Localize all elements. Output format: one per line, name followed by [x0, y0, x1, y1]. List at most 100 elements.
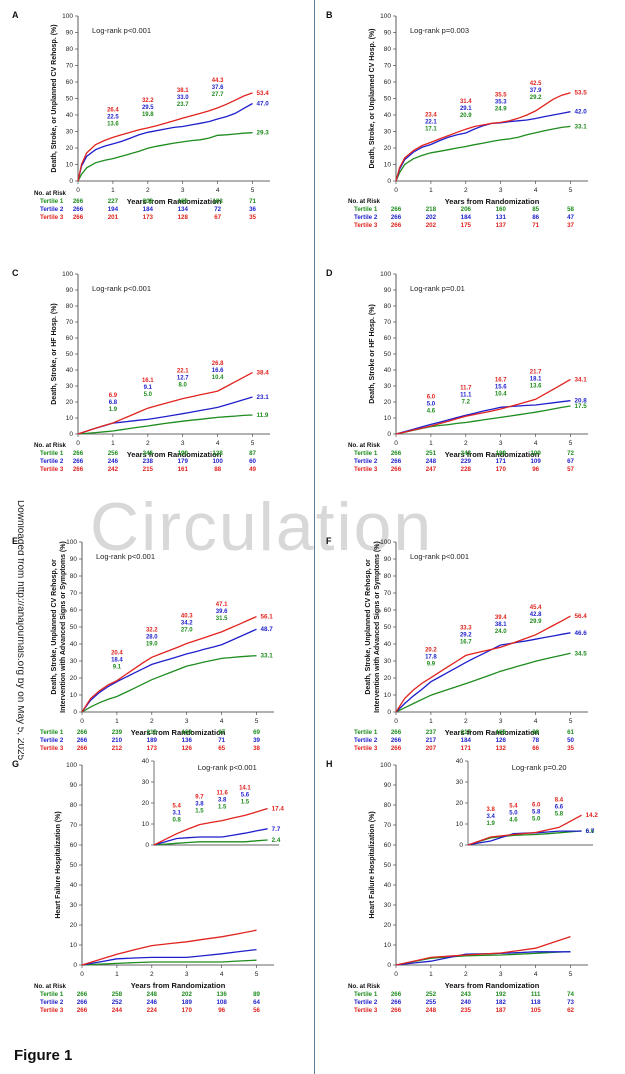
risk-value: 258 [112, 991, 123, 998]
chart-panel-a: A 0 10 20 30 40 50 60 70 80 90 100 0 1 2 3 4 5 Years from … [12, 10, 270, 221]
x-tick-label: 4 [220, 718, 224, 725]
x-tick-label: 1 [429, 971, 433, 978]
risk-value: 160 [496, 206, 507, 213]
x-tick-label: 0 [76, 187, 80, 194]
series-line-tertile-2 [77, 102, 253, 182]
y-tick-label: 60 [384, 79, 392, 86]
x-tick-label: 3 [181, 440, 185, 447]
y-axis-label-line: Intervention with Advanced Signs or Symp… [60, 541, 67, 713]
risk-value: 266 [77, 737, 88, 744]
series-line-tertile-3 [81, 616, 257, 713]
y-tick-label: 50 [66, 351, 74, 358]
panel-letter: E [12, 536, 18, 546]
point-label-t3: 38.1 [177, 88, 189, 94]
y-tick-label: 90 [70, 556, 78, 563]
risk-value: 72 [567, 450, 574, 457]
end-label-t2: 42.0 [575, 109, 588, 116]
x-tick-label: 5 [255, 718, 259, 725]
risk-row-label: Tertile 1 [354, 991, 378, 998]
log-rank-annotation: Log-rank p=0.003 [410, 26, 469, 35]
y-tick-label: 40 [70, 641, 78, 648]
risk-value: 47 [567, 214, 574, 221]
point-label-t2: 29.2 [460, 632, 472, 638]
series-line-tertile-2 [77, 396, 253, 435]
point-label-t2: 29.5 [142, 105, 154, 111]
risk-value: 248 [147, 991, 158, 998]
point-label-t1: 1.5 [195, 809, 204, 815]
risk-value: 89 [532, 729, 539, 736]
risk-value: 58 [567, 206, 574, 213]
y-axis-label: Death, Stroke, Unplanned CV Rehosp, or In… [365, 541, 381, 713]
panel-letter: A [12, 10, 19, 20]
log-rank-annotation: Log-rank p=0.01 [410, 284, 465, 293]
y-axis-label: Death, Stroke, or Unplanned CV Hosp. (%) [369, 28, 376, 168]
risk-value: 67 [214, 214, 221, 221]
risk-value: 73 [567, 999, 574, 1006]
risk-value: 266 [77, 999, 88, 1006]
risk-value: 85 [532, 206, 539, 213]
risk-value: 136 [216, 991, 227, 998]
inset-series-line-tertile-3 [153, 807, 268, 846]
y-tick-label: 30 [384, 902, 392, 909]
y-tick-label: 30 [66, 129, 74, 136]
risk-value: 246 [143, 450, 154, 457]
y-tick-label: 100 [66, 762, 77, 769]
log-rank-annotation: Log-rank p<0.001 [410, 552, 469, 561]
point-label-t3: 21.7 [530, 369, 542, 375]
x-tick-label: 2 [146, 440, 150, 447]
panel-letter: B [326, 10, 333, 20]
point-label-t1: 31.5 [216, 616, 228, 622]
log-rank-annotation: Log-rank p<0.001 [92, 284, 151, 293]
risk-value: 194 [108, 206, 119, 213]
risk-value: 212 [112, 745, 123, 752]
y-tick-label: 70 [384, 319, 392, 326]
y-tick-label: 60 [66, 335, 74, 342]
risk-value: 202 [182, 991, 193, 998]
y-tick-label: 10 [70, 692, 78, 699]
risk-value: 266 [391, 206, 402, 213]
y-tick-label: 30 [384, 658, 392, 665]
y-tick-label: 10 [66, 162, 74, 169]
risk-row-label: Tertile 2 [40, 458, 64, 465]
point-label-t3: 23.4 [425, 112, 437, 118]
risk-row-label: Tertile 2 [40, 206, 64, 213]
risk-table-header: No. at Risk [348, 198, 381, 205]
risk-value: 97 [218, 729, 225, 736]
point-label-t3: 35.5 [495, 92, 507, 98]
y-tick-label: 50 [384, 862, 392, 869]
y-tick-label: 50 [70, 624, 78, 631]
y-tick-label: 70 [384, 822, 392, 829]
point-label-t3: 32.2 [146, 627, 158, 633]
y-tick-label: 90 [70, 782, 78, 789]
risk-value: 86 [532, 214, 539, 221]
end-label-t3: 56.4 [575, 613, 588, 620]
risk-value: 74 [567, 991, 574, 998]
x-tick-label: 0 [394, 718, 398, 725]
y-tick-label: 50 [70, 862, 78, 869]
risk-value: 173 [143, 214, 154, 221]
y-tick-label: 10 [384, 415, 392, 422]
y-tick-label: 80 [384, 46, 392, 53]
point-label-t1: 4.6 [509, 818, 518, 824]
y-axis-label-line: Death, Stroke, Unplanned CV Rehosp, or [365, 559, 372, 695]
series-line-tertile-1 [77, 414, 253, 435]
risk-value: 246 [147, 999, 158, 1006]
x-tick-label: 0 [76, 440, 80, 447]
risk-value: 266 [73, 198, 84, 205]
risk-value: 252 [426, 991, 437, 998]
x-tick-label: 4 [220, 971, 224, 978]
risk-value: 201 [108, 214, 119, 221]
x-axis-label: Years from Randomization [127, 450, 222, 459]
y-axis-label: Death, Stroke, or HF Hosp. (%) [51, 303, 58, 405]
x-tick-label: 2 [464, 440, 468, 447]
y-tick-label: 70 [70, 590, 78, 597]
risk-table-header: No. at Risk [348, 983, 381, 990]
end-label-t3: 14.2 [586, 812, 599, 819]
risk-value: 103 [212, 198, 223, 205]
x-axis-label: Years from Randomization [445, 450, 540, 459]
end-label-t1: 33.1 [575, 123, 588, 130]
risk-value: 218 [426, 206, 437, 213]
risk-value: 266 [391, 1007, 402, 1014]
y-tick-label: 50 [384, 351, 392, 358]
x-tick-label: 3 [499, 187, 503, 194]
